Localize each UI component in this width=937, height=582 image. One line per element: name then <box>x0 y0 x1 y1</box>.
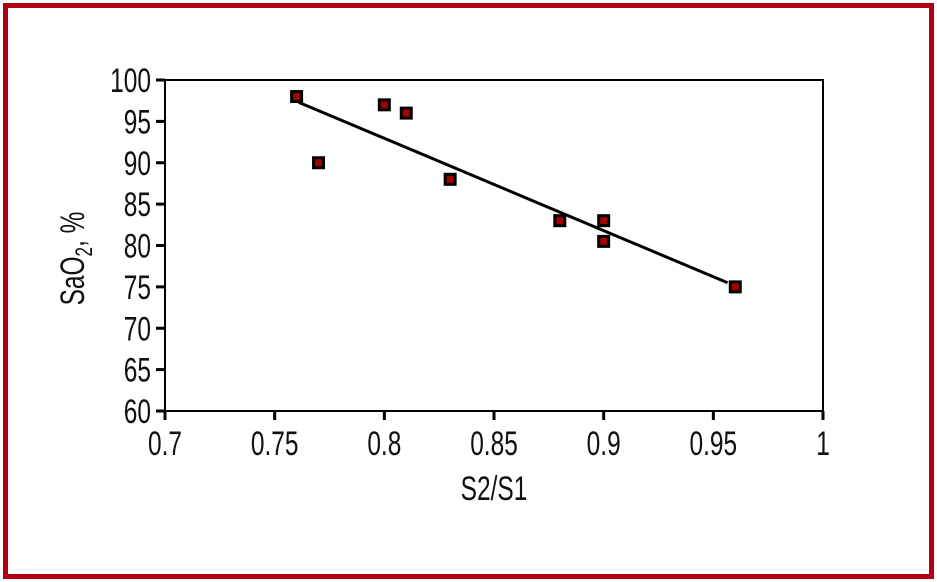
data-point-marker <box>399 106 413 120</box>
data-point-marker <box>290 90 304 104</box>
data-point-marker <box>377 98 391 112</box>
plot-frame <box>164 79 824 412</box>
y-tick-label: 90 <box>124 145 151 183</box>
x-tick-label: 0.9 <box>587 425 621 463</box>
x-axis-title: S2/S1 <box>461 470 528 508</box>
y-tick-label: 65 <box>124 352 151 390</box>
figure-frame <box>3 3 934 579</box>
x-tick-label: 0.7 <box>148 425 182 463</box>
y-tick-label: 80 <box>124 228 151 266</box>
y-tick-label: 85 <box>124 186 151 224</box>
x-tick-label: 1 <box>816 425 830 463</box>
data-point-marker <box>728 280 742 294</box>
x-tick-label: 0.8 <box>367 425 401 463</box>
data-point-marker <box>597 214 611 228</box>
y-tick-label: 75 <box>124 269 151 307</box>
y-tick-label: 100 <box>110 62 151 100</box>
data-point-marker <box>312 156 326 170</box>
data-point-marker <box>443 172 457 186</box>
y-tick-label: 95 <box>124 104 151 142</box>
data-point-marker <box>553 214 567 228</box>
trend-line <box>298 100 729 285</box>
x-tick-label: 0.75 <box>251 425 299 463</box>
x-tick-label: 0.85 <box>470 425 518 463</box>
x-tick-label: 0.95 <box>690 425 738 463</box>
data-point-marker <box>597 234 611 248</box>
y-tick-label: 70 <box>124 310 151 348</box>
y-tick-label: 60 <box>124 393 151 431</box>
y-axis-title: SaO2, % <box>54 212 98 306</box>
